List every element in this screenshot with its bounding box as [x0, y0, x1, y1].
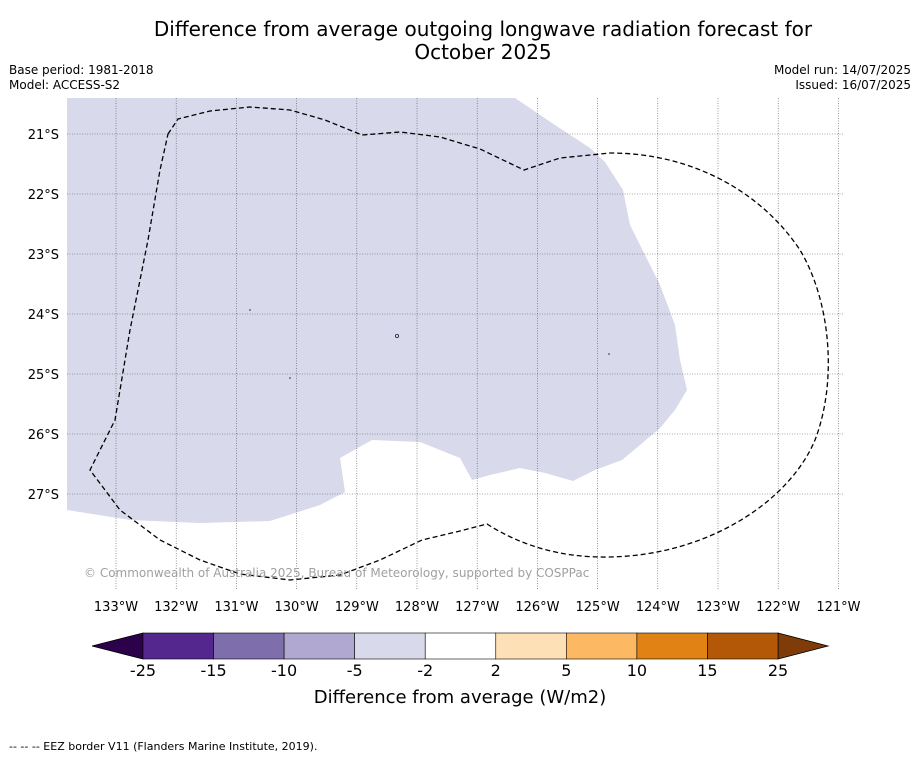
issued-date: Issued: 16/07/2025 — [795, 78, 911, 92]
longitude-label: 131°W — [214, 600, 258, 615]
colorbar-tick-label: -10 — [271, 661, 297, 680]
map-title-line2: October 2025 — [414, 40, 552, 64]
latitude-label: 24°S — [28, 308, 59, 323]
longitude-label: 128°W — [395, 600, 439, 615]
longitude-label: 123°W — [696, 600, 740, 615]
base-period: Base period: 1981-2018 — [9, 63, 154, 77]
latitude-labels: 21°S 22°S 23°S 24°S 25°S 26°S 27°S — [28, 128, 59, 503]
run-info: Model run: 14/07/2025 Issued: 16/07/2025 — [774, 63, 911, 93]
colorbar-tick-label: -25 — [130, 661, 156, 680]
colorbar-title: Difference from average (W/m2) — [314, 687, 606, 708]
latitude-label: 25°S — [28, 368, 59, 383]
colorbar-tick-label: 15 — [697, 661, 717, 680]
colorbar-tick-label: 5 — [561, 661, 571, 680]
colorbar-tick-label: 25 — [768, 661, 788, 680]
anomaly-region — [67, 98, 687, 523]
colorbar-segment — [283, 632, 355, 660]
contour-speck — [608, 353, 610, 355]
colorbar-segment — [495, 632, 567, 660]
latitude-label: 21°S — [28, 128, 59, 143]
contour-speck — [394, 333, 399, 338]
base-info: Base period: 1981-2018 Model: ACCESS-S2 — [9, 63, 154, 93]
map-title-line1: Difference from average outgoing longwav… — [153, 17, 813, 41]
footer-legend: -- -- -- EEZ border V11 (Flanders Marine… — [9, 740, 318, 753]
colorbar-segment — [566, 632, 638, 660]
colorbar-tick-label: 10 — [627, 661, 647, 680]
longitude-labels: 133°W 132°W 131°W 130°W 129°W 128°W 127°W 126°W… — [94, 600, 861, 615]
colorbar-over-arrow — [777, 632, 830, 660]
longitude-label: 122°W — [756, 600, 800, 615]
colorbar-tick-label: 2 — [491, 661, 501, 680]
colorbar-segment — [354, 632, 426, 660]
contour-speck — [249, 309, 251, 311]
graticule — [67, 98, 843, 590]
colorbar-segment — [636, 632, 708, 660]
colorbar: -25 -15 -10 -5 -2 2 5 10 15 25 — [91, 632, 830, 680]
longitude-label: 126°W — [515, 600, 559, 615]
longitude-label: 127°W — [455, 600, 499, 615]
colorbar-segment — [707, 632, 779, 660]
model-name: Model: ACCESS-S2 — [9, 78, 121, 92]
latitude-label: 22°S — [28, 188, 59, 203]
colorbar-tick-label: -5 — [347, 661, 363, 680]
longitude-label: 125°W — [576, 600, 620, 615]
longitude-label: 129°W — [335, 600, 379, 615]
longitude-label: 130°W — [275, 600, 319, 615]
colorbar-segment — [142, 632, 214, 660]
latitude-label: 26°S — [28, 428, 59, 443]
map-area — [67, 98, 843, 590]
longitude-label: 133°W — [94, 600, 138, 615]
contour-speck — [289, 377, 291, 379]
latitude-label: 27°S — [28, 488, 59, 503]
colorbar-segment — [424, 632, 497, 660]
longitude-label: 121°W — [816, 600, 860, 615]
colorbar-tick-label: -15 — [200, 661, 226, 680]
colorbar-tick-label: -2 — [417, 661, 433, 680]
latitude-label: 23°S — [28, 248, 59, 263]
longitude-label: 132°W — [154, 600, 198, 615]
longitude-label: 124°W — [636, 600, 680, 615]
colorbar-under-arrow — [91, 632, 144, 660]
map-title: Difference from average outgoing longwav… — [0, 18, 919, 64]
copyright-notice: © Commonwealth of Australia 2025, Bureau… — [84, 566, 589, 580]
eez-border — [89, 106, 829, 581]
model-run-date: Model run: 14/07/2025 — [773, 63, 911, 77]
colorbar-segment — [213, 632, 285, 660]
